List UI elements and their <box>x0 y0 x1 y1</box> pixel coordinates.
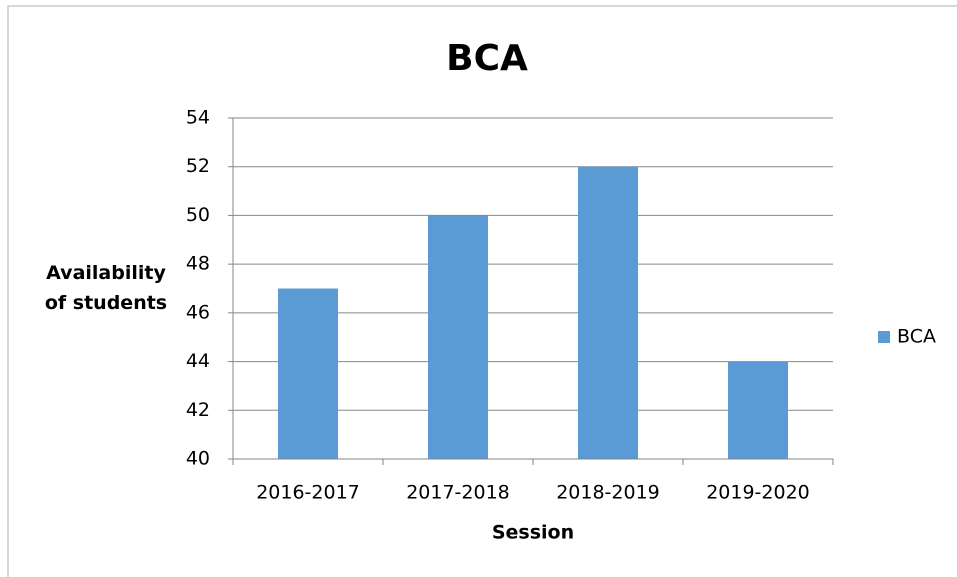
x-axis-label: Session <box>492 522 574 544</box>
bar <box>578 166 638 459</box>
x-tick-label: 2018-2019 <box>556 482 660 504</box>
bar <box>428 215 488 459</box>
y-tick-label: 52 <box>186 155 210 177</box>
y-tick-label: 40 <box>186 448 210 470</box>
bar <box>278 288 338 459</box>
x-tick-label: 2019-2020 <box>706 482 810 504</box>
y-axis-label: Availability of students <box>44 262 168 314</box>
y-tick-label: 44 <box>186 350 210 372</box>
x-tick-label: 2016-2017 <box>256 482 360 504</box>
y-tick-label: 46 <box>186 301 210 323</box>
y-tick-label: 54 <box>186 107 210 129</box>
legend-label: BCA <box>897 326 936 348</box>
y-tick-label: 48 <box>186 253 210 275</box>
bar <box>728 361 788 459</box>
chart-title: BCA <box>446 38 528 79</box>
legend-swatch <box>878 331 890 343</box>
y-tick-label: 50 <box>186 204 210 226</box>
x-tick-label: 2017-2018 <box>406 482 510 504</box>
y-tick-label: 42 <box>186 399 210 421</box>
